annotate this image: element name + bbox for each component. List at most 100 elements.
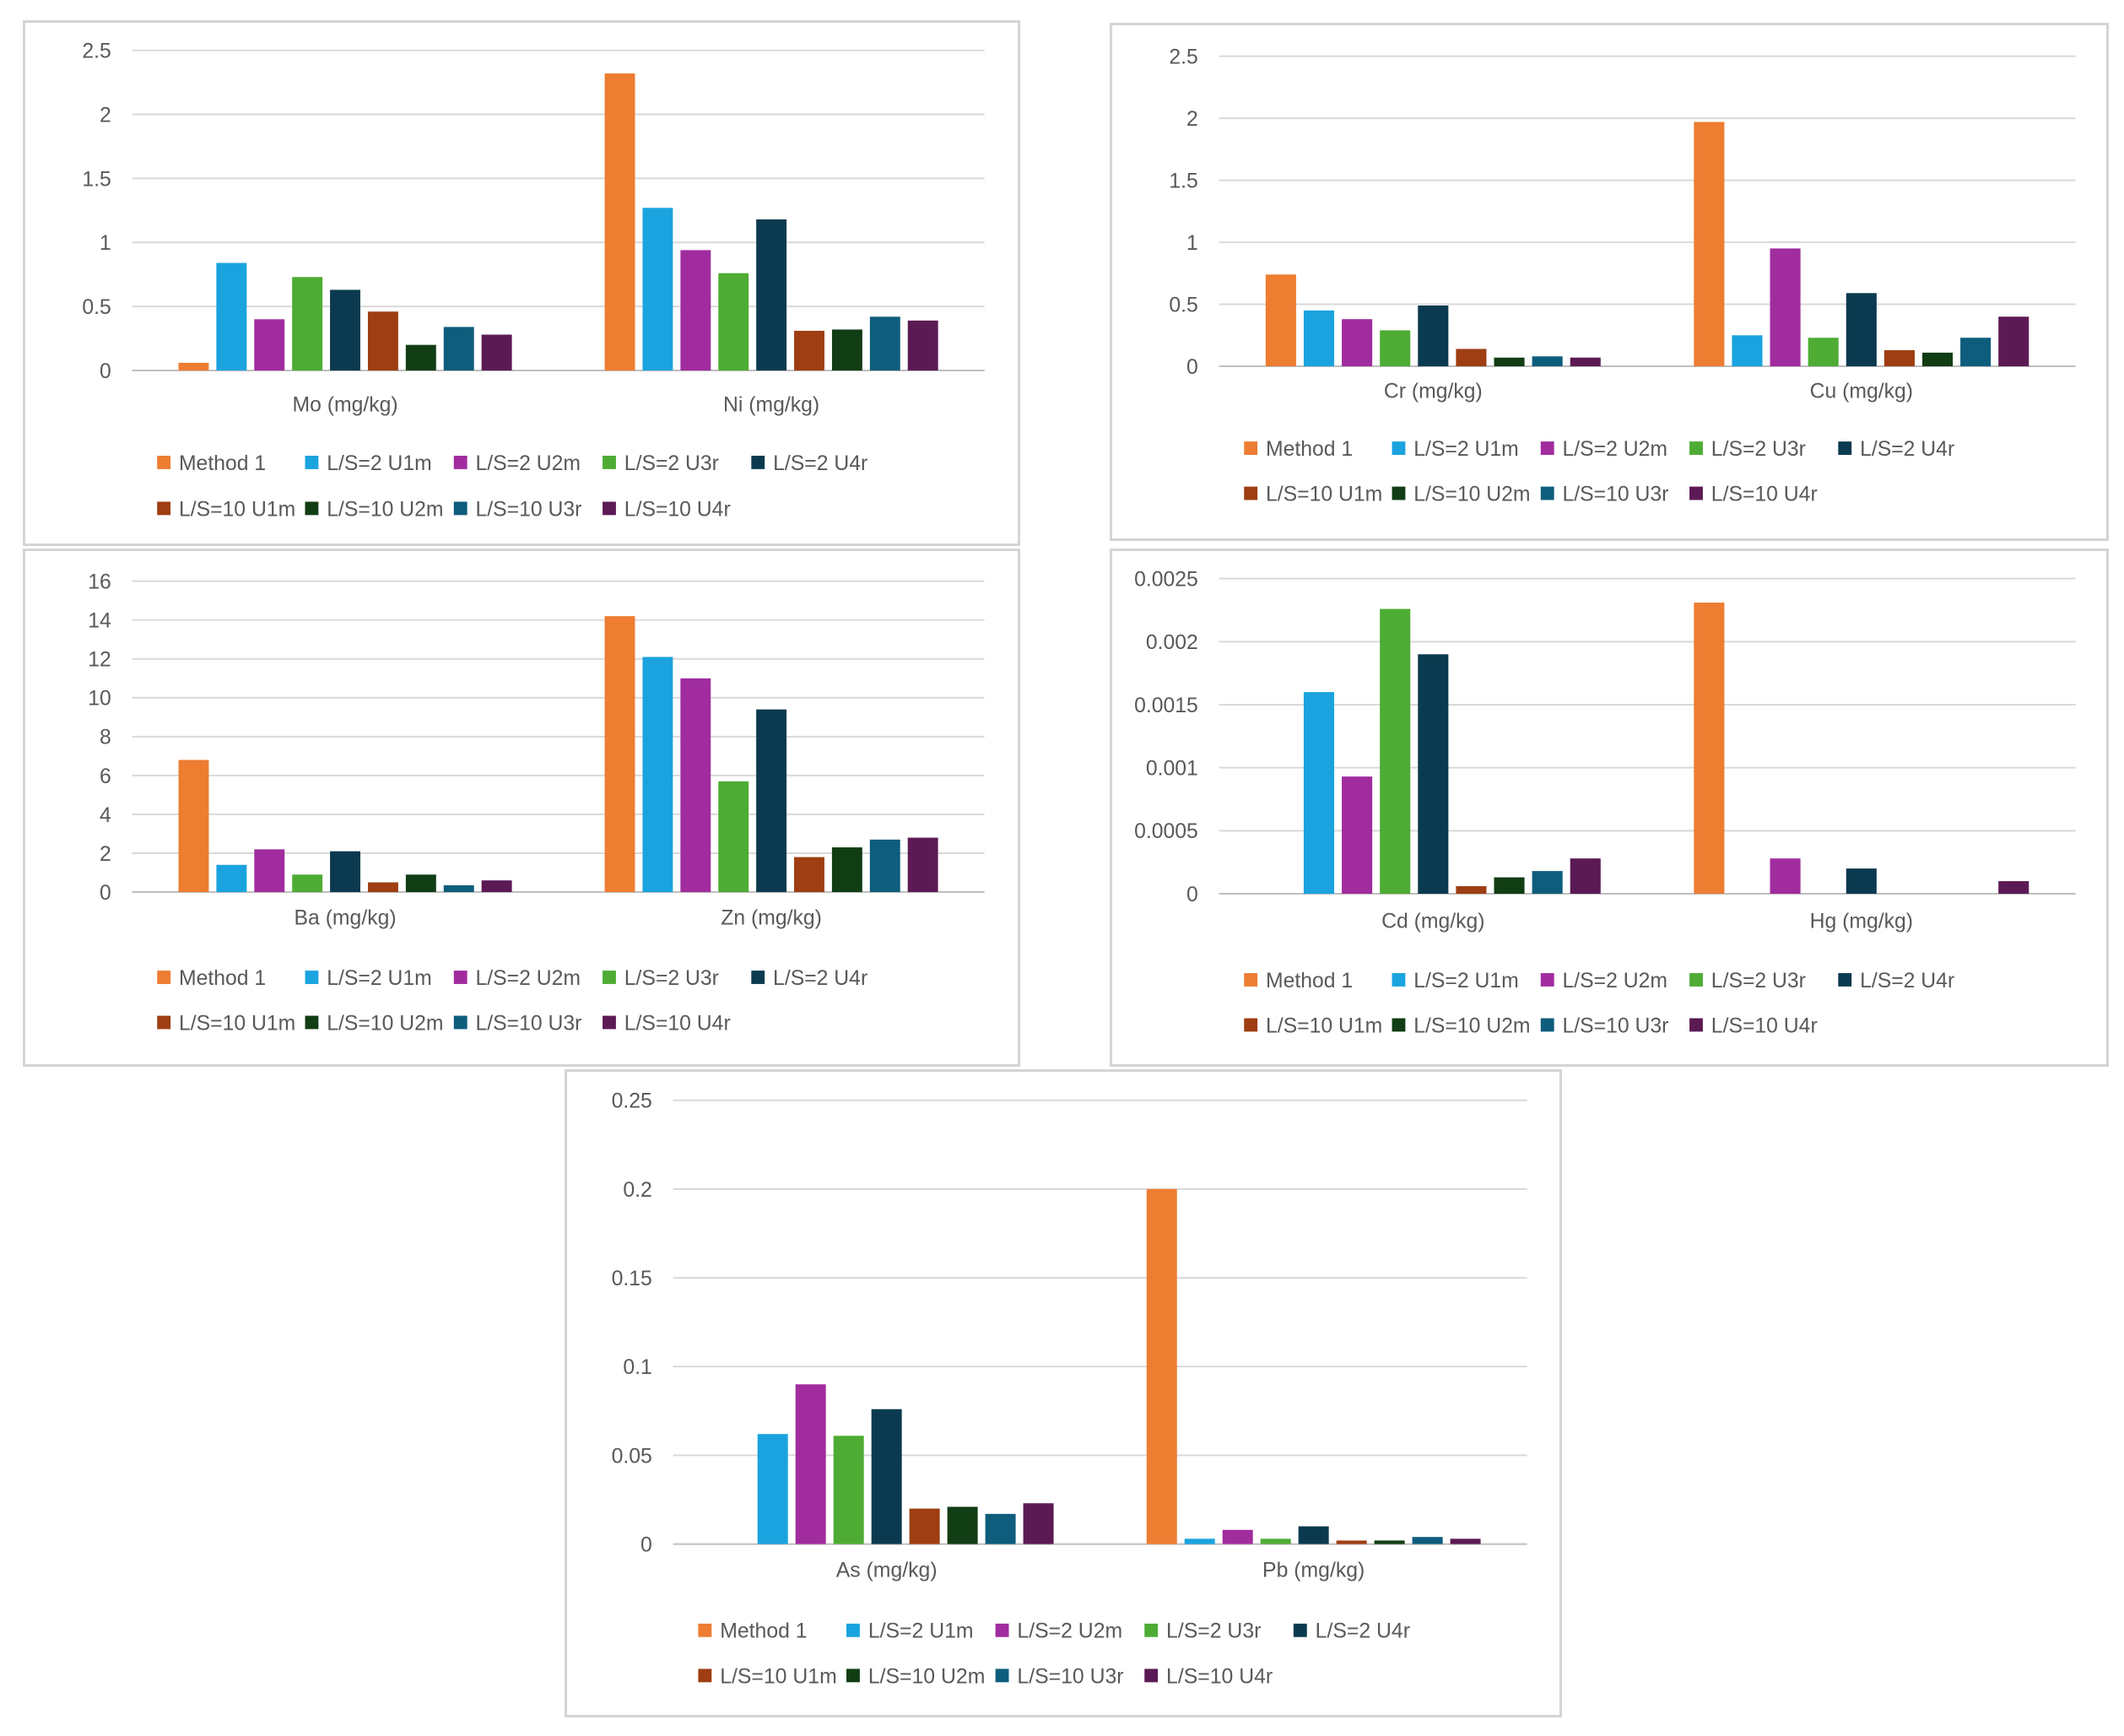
legend-label: L/S=10 U1m xyxy=(1266,483,1382,506)
bar xyxy=(680,250,711,370)
legend-swatch xyxy=(751,971,765,984)
legend-swatch xyxy=(995,1668,1009,1683)
chart-panel-as-pb: 0 0.05 0.1 0.15 0.2 0.25 As (mg/kg) Pb (mg/kg) M… xyxy=(565,1069,1562,1717)
legend-swatch xyxy=(157,501,171,516)
chart-panel-mo-ni: 0 0.5 1 1.5 2 2.5 Mo (mg/kg) Ni (mg/kg) Method 1… xyxy=(23,20,1020,546)
legend-swatch xyxy=(1689,973,1703,987)
bar xyxy=(1998,316,2029,367)
legend-label: L/S=10 U4r xyxy=(624,1012,731,1035)
bar xyxy=(1494,357,1525,367)
legend-label: L/S=2 U3r xyxy=(1166,1620,1261,1643)
bar xyxy=(254,849,285,893)
bar xyxy=(1846,868,1877,894)
bar xyxy=(292,277,323,370)
legend-label: L/S=10 U2m xyxy=(1413,483,1530,506)
legend-swatch xyxy=(157,456,171,469)
legend-label: Method 1 xyxy=(179,452,266,475)
legend-label: L/S=2 U4r xyxy=(1860,438,1954,461)
legend-swatch xyxy=(305,456,319,469)
legend-swatch xyxy=(453,501,467,516)
legend-label: L/S=2 U3r xyxy=(1711,438,1806,461)
legend-swatch xyxy=(1838,441,1852,455)
legend-swatch xyxy=(453,971,467,984)
legend-label: L/S=10 U3r xyxy=(1563,1014,1669,1037)
legend-swatch xyxy=(1293,1623,1307,1637)
y-tick-label: 0.5 xyxy=(1169,294,1197,316)
bar xyxy=(216,262,247,370)
y-tick-label: 0.15 xyxy=(612,1268,652,1290)
bar xyxy=(1694,603,1725,894)
bar xyxy=(869,316,900,370)
legend-swatch xyxy=(603,456,616,469)
bar xyxy=(1770,248,1801,367)
legend-label: L/S=2 U4r xyxy=(1860,970,1954,992)
bar xyxy=(1260,1539,1291,1544)
legend-swatch xyxy=(846,1623,860,1637)
legend-label: L/S=2 U2m xyxy=(1017,1620,1122,1643)
bar xyxy=(1342,319,1373,367)
bar xyxy=(1374,1540,1405,1544)
category-label: Ni (mg/kg) xyxy=(723,394,819,417)
legend-label: L/S=10 U4r xyxy=(624,498,731,521)
legend-swatch xyxy=(1838,973,1852,987)
legend-label: L/S=10 U1m xyxy=(179,1012,295,1035)
y-tick-label: 0.0015 xyxy=(1134,695,1198,717)
bar xyxy=(1694,122,1725,367)
y-tick-label: 0.001 xyxy=(1146,758,1198,781)
legend-label: L/S=2 U3r xyxy=(624,967,719,990)
y-tick-label: 2 xyxy=(1186,108,1198,131)
bar xyxy=(292,874,323,893)
bar xyxy=(1303,692,1335,894)
bar xyxy=(795,1384,826,1544)
bar xyxy=(831,329,862,370)
chart-svg: 0 0.5 1 1.5 2 2.5 Mo (mg/kg) Ni (mg/kg) Method 1… xyxy=(82,41,985,521)
bar xyxy=(1146,1188,1177,1544)
legend-swatch xyxy=(995,1623,1009,1637)
category-label: As (mg/kg) xyxy=(836,1559,938,1582)
legend-swatch xyxy=(603,971,616,984)
legend-swatch xyxy=(305,971,319,984)
y-tick-label: 0.0025 xyxy=(1134,569,1198,592)
y-tick-label: 16 xyxy=(88,571,111,594)
bar xyxy=(1265,274,1296,367)
bar xyxy=(1998,881,2029,894)
legend-label: L/S=10 U4r xyxy=(1711,483,1818,506)
bar xyxy=(1303,310,1335,367)
chart-panel-cr-cu: 0 0.5 1 1.5 2 2.5 Cr (mg/kg) Cu (mg/kg) Method 1… xyxy=(1110,23,2109,541)
bar xyxy=(718,781,749,893)
bar xyxy=(254,319,285,370)
bar xyxy=(756,219,787,370)
legend-swatch xyxy=(1392,973,1406,987)
legend-swatch xyxy=(1540,973,1554,987)
bar xyxy=(1570,858,1601,894)
y-tick-label: 0.05 xyxy=(612,1445,652,1468)
legend-label: L/S=2 U1m xyxy=(1413,438,1519,461)
chart-svg: 0 2 4 6 8 10 12 14 16 Ba (mg/kg) Zn (mg/kg) Method … xyxy=(88,571,985,1035)
chart-svg: 0 0.05 0.1 0.15 0.2 0.25 As (mg/kg) Pb (mg/kg) M… xyxy=(612,1090,1527,1688)
legend-swatch xyxy=(698,1623,712,1637)
legend-label: Method 1 xyxy=(179,967,266,990)
legend-label: L/S=10 U3r xyxy=(476,1012,582,1035)
bar xyxy=(1770,858,1801,894)
y-tick-label: 1.5 xyxy=(1169,170,1197,193)
legend-label: Method 1 xyxy=(1266,970,1353,992)
y-tick-label: 0.1 xyxy=(623,1356,651,1379)
y-tick-label: 0 xyxy=(1186,356,1198,379)
bar xyxy=(1456,886,1487,894)
bar xyxy=(443,327,474,370)
y-tick-label: 10 xyxy=(88,688,111,711)
bar xyxy=(1883,349,1915,367)
chart-svg: 0 0.5 1 1.5 2 2.5 Cr (mg/kg) Cu (mg/kg) Method 1… xyxy=(1169,46,2076,506)
legend-swatch xyxy=(1689,486,1703,500)
bar xyxy=(831,847,862,893)
legend-swatch xyxy=(1689,441,1703,455)
bar xyxy=(1960,338,1992,367)
y-tick-label: 2 xyxy=(100,843,111,866)
bar xyxy=(1456,349,1487,367)
legend-label: L/S=2 U1m xyxy=(327,967,431,990)
legend-label: L/S=2 U4r xyxy=(1316,1620,1410,1643)
bar xyxy=(985,1513,1016,1544)
category-label: Mo (mg/kg) xyxy=(292,394,397,417)
bar xyxy=(907,320,938,370)
category-label: Ba (mg/kg) xyxy=(295,907,397,930)
